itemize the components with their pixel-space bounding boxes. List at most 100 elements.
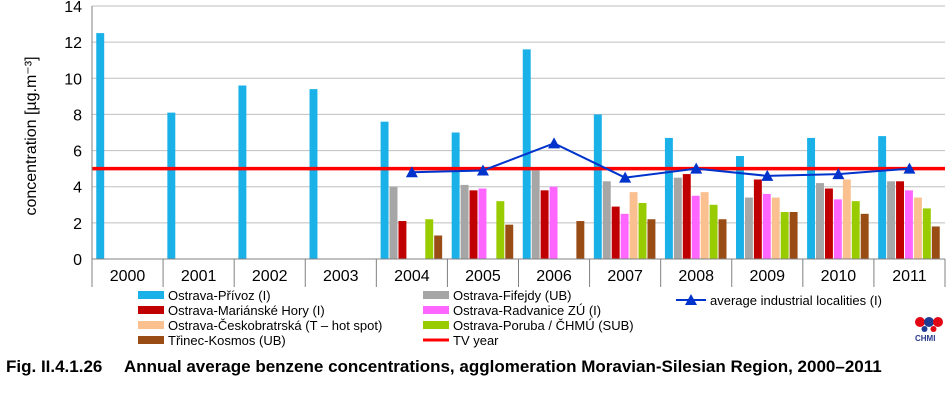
bar (647, 219, 656, 259)
bar (931, 226, 940, 259)
bar (469, 190, 478, 259)
average-series-line (411, 142, 910, 179)
x-tick-label: 2001 (181, 268, 217, 285)
legend-entry: Ostrava-Fifejdy (UB) (453, 288, 571, 303)
bar (611, 206, 620, 259)
bar (460, 184, 469, 259)
bar (816, 183, 824, 259)
bar (309, 89, 318, 259)
legend-swatch (138, 291, 164, 299)
bar (531, 170, 540, 259)
axes (91, 6, 946, 287)
x-tick-label: 2005 (465, 268, 501, 285)
bar (851, 201, 860, 259)
y-tick-label: 8 (73, 107, 82, 124)
legend-swatch (423, 291, 449, 299)
bar (718, 219, 727, 259)
bar (602, 181, 611, 259)
bar (700, 192, 709, 259)
bar (913, 197, 922, 259)
bar (238, 85, 247, 259)
average-point (548, 137, 561, 149)
average-point (690, 162, 703, 174)
x-tick-label: 2006 (536, 268, 572, 285)
legend-entry: Ostrava-Přívoz (I) (168, 288, 271, 303)
bar (629, 192, 638, 259)
y-axis-label: concentration [µg.m⁻³] (23, 56, 40, 215)
average-point (405, 166, 418, 178)
y-tick-label: 10 (64, 71, 82, 88)
legend-entry: TV year (453, 333, 499, 348)
bar (620, 213, 629, 259)
bar (478, 188, 487, 259)
x-tick-label: 2004 (394, 268, 430, 285)
y-tick-labels: 0 2 4 6 8 10 12 14 (64, 0, 82, 269)
bar (842, 179, 851, 259)
x-tick-label: 2009 (749, 268, 785, 285)
legend-entry: Ostrava-Poruba / ČHMÚ (SUB) (453, 318, 634, 333)
legend: Ostrava-Přívoz (I)Ostrava-Mariánské Hory… (138, 288, 882, 348)
bar (860, 213, 869, 259)
legend-swatch (138, 306, 164, 314)
bar (922, 208, 931, 259)
y-tick-label: 0 (73, 252, 82, 269)
bar (878, 136, 887, 259)
legend-swatch (138, 336, 164, 344)
bar (167, 112, 176, 259)
x-tick-label: 2011 (892, 268, 927, 285)
average-point (476, 164, 489, 176)
x-tick-labels: 2000 2001 2002 2003 2004 2005 2006 2007 2008 2009… (110, 268, 927, 285)
legend-swatch (423, 321, 449, 329)
bar (780, 212, 789, 259)
bar (451, 132, 460, 259)
bar (496, 201, 505, 259)
bar (425, 219, 434, 259)
bar (709, 204, 718, 259)
bar (887, 181, 896, 259)
bar (434, 235, 443, 259)
bar (389, 186, 398, 259)
average-point (903, 162, 916, 174)
x-tick-label: 2007 (607, 268, 643, 285)
average-point (761, 169, 774, 181)
bar (380, 121, 389, 260)
bar (673, 177, 682, 259)
y-tick-label: 4 (73, 180, 82, 197)
legend-swatch (138, 321, 164, 329)
legend-entry: Ostrava-Českobratrská (T – hot spot) (168, 318, 382, 333)
bar (771, 197, 780, 259)
bar (904, 190, 913, 259)
bar (789, 212, 798, 259)
bar (691, 195, 700, 259)
x-tick-label: 2002 (252, 268, 288, 285)
x-tick-label: 2010 (821, 268, 857, 285)
x-tick-label: 2008 (678, 268, 714, 285)
figure-title: Annual average benzene concentrations, a… (124, 357, 882, 376)
x-tick-label: 2000 (110, 268, 146, 285)
average-point (619, 171, 632, 183)
figure-caption: Fig. II.4.1.26 Annual average benzene con… (6, 356, 946, 377)
bar (638, 202, 647, 259)
bar (824, 188, 833, 259)
average-point (832, 168, 845, 180)
legend-entry: average industrial localities (I) (710, 293, 882, 308)
y-tick-label: 12 (64, 35, 82, 52)
bar (664, 137, 673, 259)
bar (505, 224, 514, 259)
figure-number: Fig. II.4.1.26 (6, 357, 103, 376)
gridlines (92, 5, 945, 224)
bar (96, 33, 105, 259)
bar (762, 193, 771, 259)
bar (744, 197, 753, 259)
chmi-logo-text: CHMI (915, 334, 936, 343)
legend-swatch (423, 306, 449, 314)
bars (96, 33, 940, 260)
bar (593, 114, 602, 259)
legend-marker (685, 294, 697, 305)
legend-entry: Ostrava-Mariánské Hory (I) (168, 303, 325, 318)
average-line (405, 137, 916, 183)
legend-entry: Třinec-Kosmos (UB) (168, 333, 286, 348)
bar (576, 221, 585, 259)
bar (753, 179, 762, 259)
bar (540, 190, 549, 259)
